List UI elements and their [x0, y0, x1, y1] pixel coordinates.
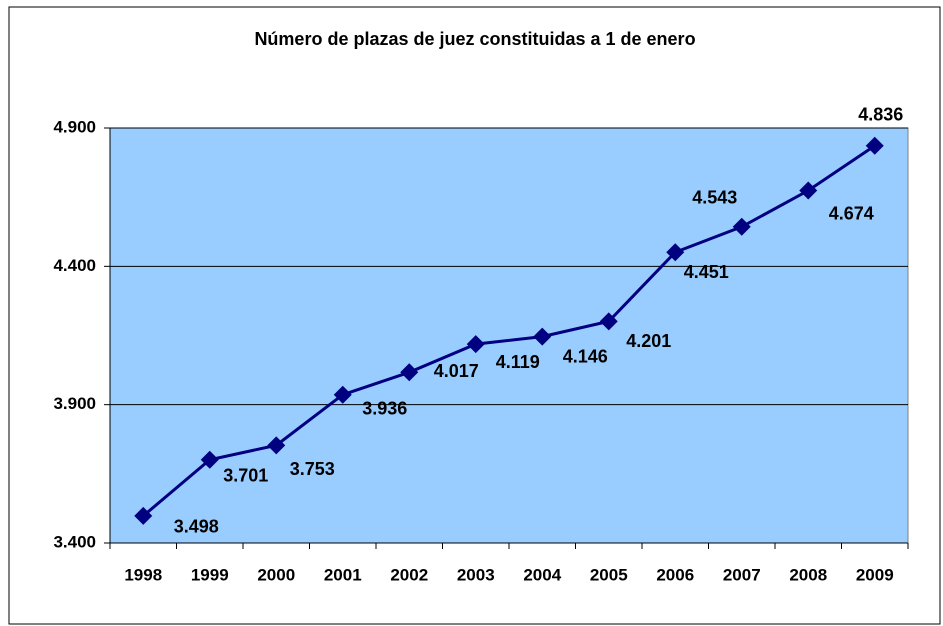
data-point: [333, 385, 352, 404]
x-tick-label: 2001: [324, 565, 362, 584]
data-point: [267, 436, 286, 455]
data-label: 4.201: [626, 331, 671, 351]
data-line: [142, 144, 876, 518]
x-tick-label: 2003: [457, 565, 495, 584]
x-tick-label: 2007: [723, 565, 761, 584]
y-tick-label: 4.900: [53, 117, 96, 136]
data-point: [666, 243, 685, 262]
x-tick-label: 2002: [390, 565, 428, 584]
data-label: 3.753: [290, 459, 335, 479]
data-label: 4.119: [496, 352, 540, 372]
data-point: [466, 335, 485, 354]
data-label: 3.498: [174, 517, 219, 537]
data-label: 4.017: [434, 361, 479, 381]
data-label: 3.936: [362, 398, 407, 418]
plot-area: [109, 127, 909, 544]
data-label: 4.543: [692, 188, 737, 208]
data-point: [865, 136, 884, 155]
chart-title: Número de plazas de juez constituidas a …: [254, 29, 695, 49]
data-point: [599, 312, 618, 331]
x-tick-label: 2008: [789, 565, 827, 584]
data-label: 4.146: [563, 346, 608, 366]
data-label: 3.701: [223, 465, 268, 485]
data-label: 4.836: [858, 104, 903, 124]
x-tick-label: 1998: [124, 565, 162, 584]
y-tick-label: 3.900: [53, 394, 96, 413]
x-tick-label: 2000: [257, 565, 295, 584]
data-label: 4.451: [684, 262, 729, 282]
x-tick-label: 2004: [523, 565, 561, 584]
x-tick-label: 2006: [656, 565, 694, 584]
x-tick-label: 2009: [856, 565, 894, 584]
data-point: [200, 450, 219, 469]
data-label: 4.674: [829, 203, 874, 223]
x-tick-label: 2005: [590, 565, 628, 584]
data-point: [134, 506, 153, 525]
data-point: [400, 363, 419, 382]
x-tick-label: 1999: [191, 565, 229, 584]
data-point: [732, 217, 751, 236]
data-point: [533, 327, 552, 346]
y-tick-label: 4.400: [53, 256, 96, 275]
y-tick-label: 3.400: [53, 532, 96, 551]
data-point: [799, 181, 818, 200]
